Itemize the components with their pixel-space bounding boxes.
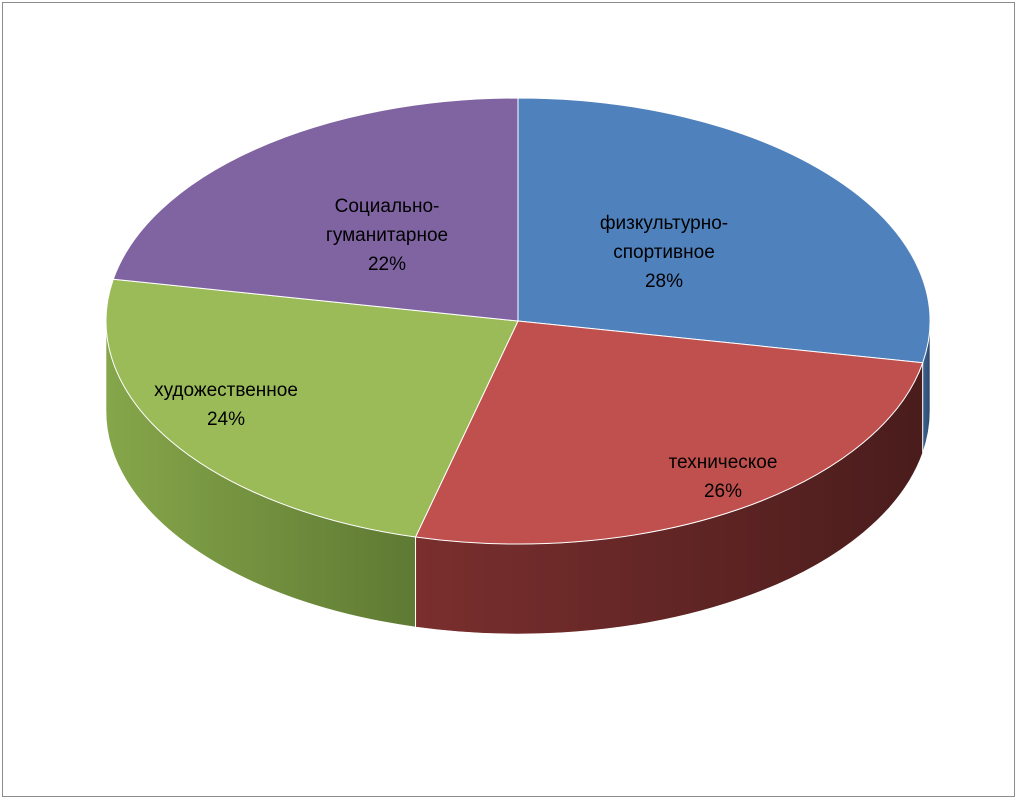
data-label-line: 22% xyxy=(368,254,406,275)
data-label-line: гуманитарное xyxy=(326,225,448,246)
data-label-line: Социально- xyxy=(335,196,440,217)
data-label-line: 24% xyxy=(207,409,245,430)
pie-top-layer xyxy=(105,97,931,545)
pie-slice-1 xyxy=(517,97,931,364)
data-label-4: Социально-гуманитарное 22% xyxy=(326,196,448,275)
data-label-1: физкультурно-спортивное 28% xyxy=(600,213,728,292)
data-label-3: художественное 24% xyxy=(154,380,298,430)
pie-label-layer: физкультурно-спортивное 28% техническое 26%… xyxy=(154,196,777,502)
data-label-line: 28% xyxy=(645,271,683,292)
data-label-line: техническое xyxy=(669,452,778,473)
data-label-2: техническое 26% xyxy=(669,452,778,502)
pie-slice-2 xyxy=(414,320,924,545)
data-label-line: 26% xyxy=(704,481,742,502)
data-label-line: физкультурно- xyxy=(600,213,728,234)
data-label-line: художественное xyxy=(154,380,298,401)
data-label-line: спортивное xyxy=(613,242,715,263)
pie-slice-4 xyxy=(112,97,519,322)
pie-slice-3 xyxy=(105,278,519,538)
